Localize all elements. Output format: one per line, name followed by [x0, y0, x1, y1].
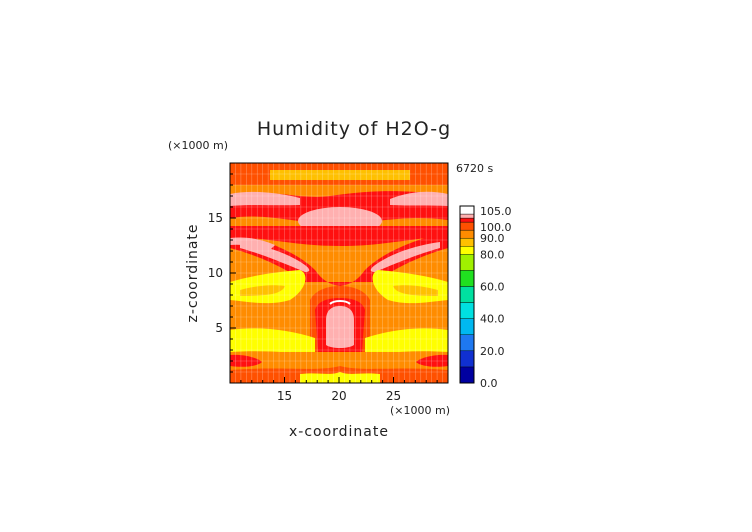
- colorbar-level: [459, 217, 475, 223]
- colorbar-level: [459, 286, 475, 303]
- colorbar-level: [459, 334, 475, 352]
- field-lower-dry-right: [365, 328, 448, 355]
- x-tick-label: 15: [277, 389, 292, 403]
- colorbar-label: 20.0: [480, 345, 505, 358]
- colorbar-label: 0.0: [480, 377, 498, 390]
- y-tick-label: 15: [208, 211, 223, 225]
- y-axis: 5 10 15: [208, 162, 236, 384]
- colorbar-level: [459, 221, 475, 231]
- field-upper-streak-right: [390, 191, 448, 206]
- colorbar-level: [459, 205, 475, 215]
- time-label: 6720 s: [456, 162, 493, 175]
- x-tick-label: 20: [331, 389, 346, 403]
- field-upper-streak-left: [230, 191, 300, 206]
- y-tick-label: 10: [208, 266, 223, 280]
- colorbar-labels: 105.0 100.090.0 80.0 60.0 40.0 20.0 0.0: [480, 205, 512, 390]
- field-wing-left: [240, 242, 310, 272]
- field-wing-right: [370, 242, 440, 272]
- colorbar-label: 105.0: [480, 205, 512, 218]
- colorbar-level: [459, 302, 475, 319]
- colorbar-level: [459, 229, 475, 239]
- colorbar-level: [459, 318, 475, 335]
- y-axis-title: z-coordinate: [185, 223, 201, 322]
- grid-overlay: [230, 163, 448, 383]
- x-axis: 15 20 25: [229, 377, 449, 403]
- field-upper-left-arc: [230, 237, 275, 250]
- field-updraft-core: [326, 306, 354, 348]
- colorbar-level: [459, 246, 475, 255]
- colorbar-label: 80.0: [480, 248, 505, 261]
- contour-field: [230, 163, 448, 383]
- field-surface-red-left: [230, 354, 262, 367]
- x-unit-label: (×1000 m): [390, 404, 450, 417]
- colorbar-label: 60.0: [480, 280, 505, 293]
- field-lower-dry: [230, 328, 315, 355]
- colorbar-level: [459, 213, 475, 219]
- colorbar-level: [459, 237, 475, 247]
- field-surface-yellow: [300, 372, 380, 383]
- field-dry-flank-right-inner: [393, 285, 438, 296]
- colorbar-frame: [459, 205, 475, 384]
- x-axis-title: x-coordinate: [289, 424, 389, 440]
- colorbar-label: 40.0: [480, 313, 505, 326]
- field-mid-red-band: [230, 226, 448, 246]
- x-tick-label: 25: [386, 389, 401, 403]
- field-surface-red-right: [416, 354, 448, 367]
- colorbar-level: [459, 350, 475, 368]
- z-unit-label: (×1000 m): [168, 139, 228, 152]
- colorbar-level: [459, 366, 475, 384]
- colorbar-level: [459, 254, 475, 271]
- colorbar-label: 90.0: [480, 232, 505, 245]
- field-updraft-arch: [329, 300, 351, 305]
- chart-title: Humidity of H2O-g: [257, 118, 451, 140]
- field-dry-flank-left-inner: [240, 285, 285, 296]
- y-tick-label: 5: [215, 321, 223, 335]
- colorbar-level: [459, 270, 475, 287]
- colorbar: [459, 205, 475, 384]
- colorbar-label: 100.0: [480, 221, 512, 234]
- field-top-band-inner: [270, 170, 410, 180]
